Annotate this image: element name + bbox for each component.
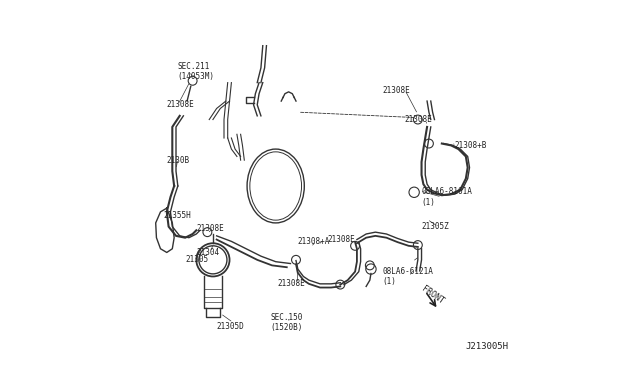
Text: 21304: 21304 [196,248,220,257]
Text: 21308E: 21308E [328,235,355,244]
Text: 21305: 21305 [185,255,209,264]
Text: 21308+A: 21308+A [298,237,330,246]
Text: 21308+B: 21308+B [455,141,487,150]
Text: 08LA6-8161A
(1): 08LA6-8161A (1) [422,187,472,207]
Text: 21308E: 21308E [278,279,305,288]
Text: 21308E: 21308E [383,86,410,94]
Text: 2130B: 2130B [167,155,190,165]
Text: 21308E: 21308E [167,100,195,109]
Text: SEC.150
(1520B): SEC.150 (1520B) [270,313,303,332]
Text: 08LA6-6121A
(1): 08LA6-6121A (1) [383,267,434,286]
Text: 21305D: 21305D [216,322,244,331]
Text: SEC.211
(14053M): SEC.211 (14053M) [178,62,215,81]
Text: 21305Z: 21305Z [422,222,449,231]
Text: 21308E: 21308E [405,115,433,124]
Text: 21355H: 21355H [163,211,191,220]
Text: 21308E: 21308E [196,224,224,233]
Text: J213005H: J213005H [466,342,509,351]
Text: FRONT: FRONT [420,284,445,306]
